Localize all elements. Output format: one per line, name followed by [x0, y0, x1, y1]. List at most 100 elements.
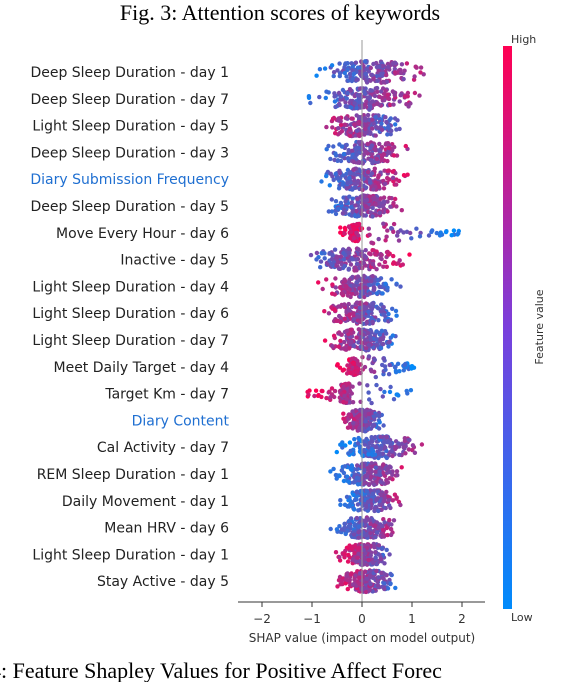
shap-dot — [346, 412, 351, 418]
shap-dot — [328, 526, 333, 532]
shap-dot — [383, 88, 388, 94]
shap-dot — [342, 339, 347, 345]
shap-dot — [397, 99, 402, 104]
shap-dot — [393, 122, 398, 127]
shap-dot — [368, 100, 374, 105]
shap-dot — [363, 248, 368, 253]
shap-dot — [333, 199, 339, 204]
shap-dot — [360, 332, 366, 337]
shap-dot — [378, 346, 384, 351]
shap-dot — [342, 263, 348, 269]
shap-dot — [407, 437, 412, 443]
shap-dot — [329, 305, 334, 310]
shap-dot — [362, 116, 368, 121]
shap-dot — [351, 71, 357, 77]
shap-dot — [379, 446, 384, 451]
shap-dot — [412, 74, 417, 79]
shap-dot — [352, 437, 357, 442]
shap-dot — [401, 173, 407, 178]
shap-dot — [369, 88, 374, 93]
shap-dot — [308, 252, 314, 258]
shap-dot — [369, 240, 374, 245]
shap-dot — [356, 535, 361, 540]
shap-dot — [373, 148, 378, 153]
shap-dot — [336, 116, 341, 121]
shap-dot — [378, 196, 383, 201]
shap-dot — [384, 141, 389, 146]
shap-dot — [386, 64, 391, 70]
shap-dot — [383, 238, 388, 243]
shap-dot — [392, 70, 398, 75]
shap-dot — [386, 145, 391, 151]
shap-dot — [343, 115, 349, 121]
shap-dot — [343, 581, 348, 586]
shap-dot — [347, 518, 352, 524]
shap-dot — [338, 225, 343, 230]
shap-dot — [408, 230, 413, 236]
shap-dot — [345, 425, 351, 430]
shap-dot — [324, 124, 329, 130]
shap-dot — [361, 273, 367, 279]
shap-dot — [360, 160, 365, 166]
shap-dot — [346, 266, 352, 271]
shap-dot — [382, 440, 387, 445]
shap-dot — [388, 384, 393, 390]
shap-dot — [338, 122, 344, 128]
shap-dot — [410, 443, 416, 448]
shap-dot — [391, 102, 396, 107]
shap-dot — [346, 246, 351, 251]
shap-dot — [368, 334, 373, 339]
shap-dot — [385, 199, 390, 204]
shap-dot — [383, 281, 388, 286]
shap-dot — [366, 411, 371, 417]
shap-dot — [349, 464, 355, 470]
shap-dot — [324, 147, 329, 152]
shap-dot — [332, 99, 338, 104]
x-tick-label: 2 — [458, 612, 466, 626]
feature-label: Deep Sleep Duration - day 7 — [30, 92, 229, 108]
shap-dot — [323, 95, 328, 101]
shap-dot — [350, 187, 355, 192]
shap-dot — [384, 72, 389, 78]
shap-dot — [326, 90, 331, 95]
shap-dot — [393, 308, 399, 314]
shap-dot — [374, 568, 379, 574]
shap-dot — [402, 362, 407, 367]
shap-dot — [376, 318, 381, 323]
shap-dot — [333, 472, 339, 478]
shap-dot — [364, 198, 370, 203]
shap-dot — [391, 229, 396, 234]
shap-dot — [364, 533, 369, 538]
shap-dot — [368, 130, 373, 135]
shap-dot — [348, 105, 354, 110]
shap-dot — [369, 369, 374, 374]
shap-dot — [349, 339, 354, 345]
shap-dot — [351, 159, 356, 165]
shap-dot — [359, 103, 364, 109]
shap-dot — [409, 236, 414, 241]
shap-dot — [385, 532, 390, 538]
shap-dot — [365, 95, 370, 100]
shap-dot — [386, 168, 391, 173]
shap-dot — [351, 492, 356, 497]
shap-dot — [339, 579, 344, 584]
shap-dot — [356, 524, 361, 529]
shap-dot — [335, 158, 341, 163]
shap-dot — [377, 420, 382, 425]
shap-dot — [386, 311, 391, 317]
shap-dot — [393, 196, 398, 202]
shap-dot — [394, 282, 399, 287]
shap-dot — [369, 464, 374, 469]
shap-dot — [331, 177, 336, 183]
shap-dot — [370, 117, 375, 123]
shap-dot — [357, 286, 362, 291]
shap-dot — [332, 94, 337, 99]
shap-dot — [395, 473, 400, 478]
shap-dot — [382, 259, 388, 265]
shap-dot — [373, 114, 378, 120]
shap-dot — [347, 312, 352, 317]
shap-dot — [338, 442, 343, 447]
shap-dot — [370, 274, 375, 279]
shap-dot — [369, 279, 374, 284]
shap-dot — [377, 451, 382, 456]
